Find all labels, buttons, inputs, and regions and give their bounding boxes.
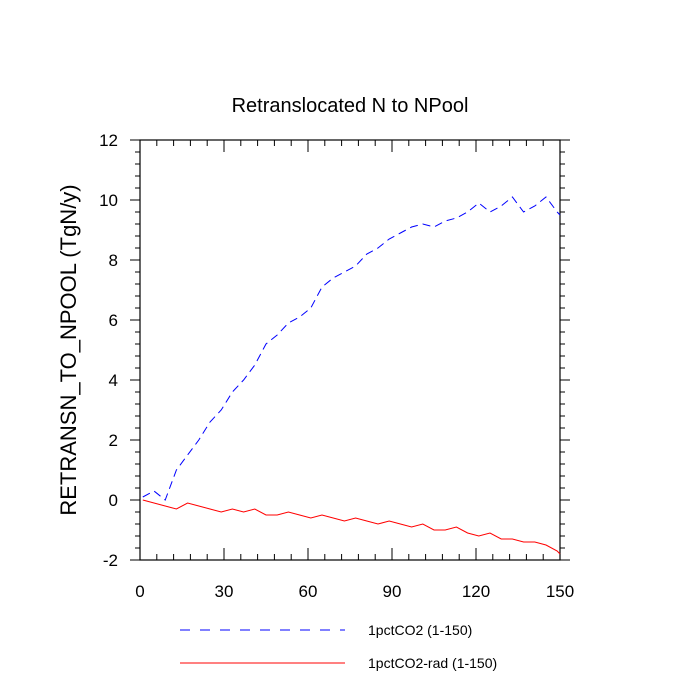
y-tick-label: 6 <box>109 311 118 330</box>
y-tick-label: -2 <box>103 551 118 570</box>
legend-label-1: 1pctCO2 (1-150) <box>368 622 472 638</box>
y-tick-label: 0 <box>109 491 118 510</box>
x-tick-label: 60 <box>299 582 318 601</box>
x-tick-label: 150 <box>546 582 574 601</box>
y-tick-label: 10 <box>99 191 118 210</box>
x-tick-label: 30 <box>215 582 234 601</box>
legend-label-2: 1pctCO2-rad (1-150) <box>368 655 497 671</box>
x-tick-label: 90 <box>383 582 402 601</box>
plot-frame <box>139 139 561 561</box>
series-line-2 <box>142 499 561 555</box>
y-axis-label: RETRANSN_TO_NPOOL (TgN/y) <box>56 184 81 515</box>
plot-border <box>139 139 561 561</box>
legend: 1pctCO2 (1-150) 1pctCO2-rad (1-150) <box>180 622 497 671</box>
chart-title: Retranslocated N to NPool <box>232 95 469 117</box>
series-line-1 <box>142 196 561 501</box>
y-tick-label: 4 <box>109 371 118 390</box>
x-tick-label: 120 <box>462 582 490 601</box>
series-layer <box>142 196 561 555</box>
axis-ticks: 0 30 60 90 120 150 -2 0 2 4 6 8 10 12 <box>99 131 574 601</box>
x-tick-label: 0 <box>135 582 144 601</box>
y-tick-label: 2 <box>109 431 118 450</box>
y-tick-label: 8 <box>109 251 118 270</box>
y-tick-label: 12 <box>99 131 118 150</box>
